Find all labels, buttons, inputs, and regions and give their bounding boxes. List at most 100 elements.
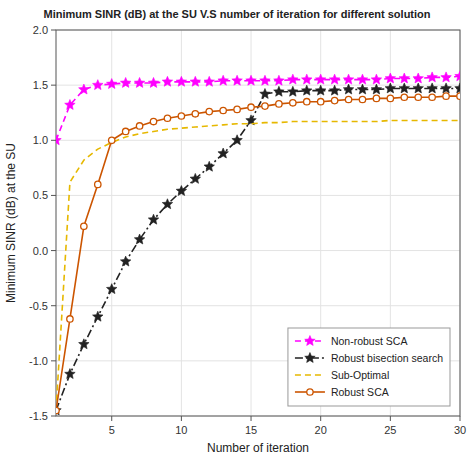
marker xyxy=(441,83,451,93)
tick-label: 25 xyxy=(384,424,396,436)
tick-mark xyxy=(460,416,461,421)
marker xyxy=(192,111,198,117)
tick-label: 1.0 xyxy=(33,134,48,146)
marker xyxy=(120,256,130,266)
marker xyxy=(204,161,214,171)
marker xyxy=(56,407,59,413)
grid-line xyxy=(56,85,460,86)
line xyxy=(56,120,460,410)
marker xyxy=(357,74,367,84)
marker xyxy=(345,96,351,102)
marker xyxy=(385,83,395,93)
marker xyxy=(95,181,101,187)
marker xyxy=(413,83,423,93)
tick-label: 30 xyxy=(454,424,466,436)
marker xyxy=(162,199,172,209)
marker xyxy=(248,104,254,110)
marker xyxy=(329,74,339,84)
marker xyxy=(204,76,214,86)
marker xyxy=(427,72,437,82)
marker xyxy=(455,71,460,81)
marker xyxy=(65,369,75,379)
tick-mark xyxy=(181,416,182,421)
legend-marker xyxy=(307,389,313,395)
tick-label: -0.5 xyxy=(29,300,48,312)
legend-label: Non-robust SCA xyxy=(331,335,407,347)
tick-mark xyxy=(51,85,56,86)
marker xyxy=(457,93,460,99)
marker xyxy=(302,85,312,95)
y-axis-label: Minimum SINR (dB) at the SU xyxy=(4,143,18,303)
tick-label: -1.5 xyxy=(29,410,48,422)
marker xyxy=(331,97,337,103)
marker xyxy=(371,84,381,94)
marker xyxy=(106,79,116,89)
legend-marker xyxy=(305,353,315,363)
marker xyxy=(218,148,228,158)
tick-mark xyxy=(51,195,56,196)
legend-swatch xyxy=(295,374,325,376)
marker xyxy=(136,123,142,129)
marker xyxy=(150,118,156,124)
marker xyxy=(234,106,240,112)
grid-line xyxy=(56,250,460,251)
marker xyxy=(415,94,421,100)
title: Minimum SINR (dB) at the SU V.S number o… xyxy=(43,8,430,20)
marker xyxy=(399,73,409,83)
marker xyxy=(304,98,310,104)
marker xyxy=(67,316,73,322)
marker xyxy=(441,72,451,82)
legend-box xyxy=(288,328,450,406)
marker xyxy=(427,83,437,93)
grid-line xyxy=(111,30,112,416)
chart: 51015202530-1.5-1.0-0.50.00.51.01.52.0Mi… xyxy=(0,0,474,462)
line xyxy=(56,96,460,410)
marker xyxy=(176,186,186,196)
tick-mark xyxy=(51,30,56,31)
series xyxy=(56,93,460,414)
marker xyxy=(288,74,298,84)
marker xyxy=(315,74,325,84)
marker xyxy=(357,84,367,94)
marker xyxy=(373,95,379,101)
axes: 51015202530-1.5-1.0-0.50.00.51.01.52.0 xyxy=(29,24,466,436)
tick-label: 20 xyxy=(315,424,327,436)
marker xyxy=(206,108,212,114)
marker xyxy=(162,76,172,86)
tick-label: 15 xyxy=(245,424,257,436)
line xyxy=(56,88,460,410)
grid-line xyxy=(56,305,460,306)
marker xyxy=(122,128,128,134)
marker xyxy=(120,77,130,87)
marker xyxy=(220,107,226,113)
grid-line xyxy=(56,195,460,196)
marker xyxy=(429,94,435,100)
grid-line xyxy=(181,30,182,416)
marker xyxy=(134,234,144,244)
marker xyxy=(343,74,353,84)
marker xyxy=(371,74,381,84)
plot-frame xyxy=(56,30,460,416)
marker xyxy=(218,75,228,85)
marker xyxy=(276,101,282,107)
tick-label: 1.5 xyxy=(33,79,48,91)
marker xyxy=(81,223,87,229)
tick-mark xyxy=(251,416,252,421)
marker xyxy=(343,84,353,94)
marker xyxy=(79,84,89,94)
legend-marker xyxy=(305,336,315,346)
tick-label: 10 xyxy=(175,424,187,436)
legend: Non-robust SCARobust bisection searchSub… xyxy=(288,328,450,406)
marker xyxy=(190,173,200,183)
marker xyxy=(109,137,115,143)
tick-mark xyxy=(111,416,112,421)
marker xyxy=(401,94,407,100)
marker xyxy=(274,86,284,96)
x-axis-label: Number of iteration xyxy=(207,441,309,455)
tick-label: 5 xyxy=(109,424,115,436)
marker xyxy=(385,73,395,83)
marker xyxy=(302,74,312,84)
marker xyxy=(399,83,409,93)
tick-label: -1.0 xyxy=(29,355,48,367)
marker xyxy=(232,75,242,85)
